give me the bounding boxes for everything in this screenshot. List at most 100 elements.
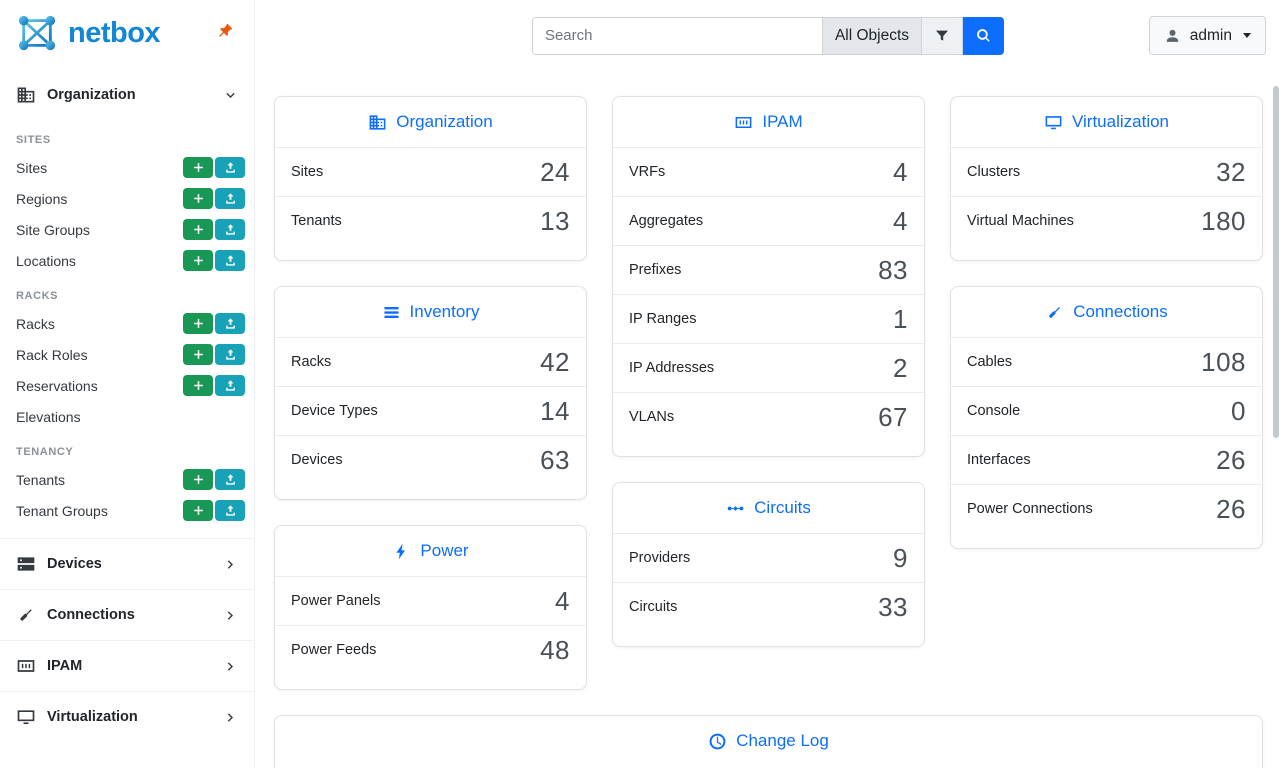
stat-value-link[interactable]: 180 (1201, 205, 1246, 236)
sidebar-item-label[interactable]: Reservations (16, 377, 98, 394)
plus-icon (192, 161, 205, 174)
card-title-link[interactable]: Power (420, 541, 469, 560)
sidebar-item-label[interactable]: Site Groups (16, 221, 90, 238)
card-title-link[interactable]: Organization (396, 112, 493, 131)
search-button[interactable] (963, 16, 1005, 55)
stat-label-link[interactable]: Console (967, 403, 1021, 419)
sidebar-item-label[interactable]: Regions (16, 190, 68, 207)
stat-label-link[interactable]: Circuits (629, 599, 678, 615)
stat-label-link[interactable]: IP Ranges (629, 311, 697, 327)
card-title-link[interactable]: Circuits (754, 498, 811, 517)
stat-row: Console 0 (951, 386, 1262, 435)
stat-label-link[interactable]: Sites (291, 164, 324, 180)
stat-value-link[interactable]: 4 (893, 205, 908, 236)
stat-row: Cables 108 (951, 337, 1262, 386)
card-title-link[interactable]: Inventory (409, 302, 480, 321)
stat-label-link[interactable]: Racks (291, 354, 332, 370)
sidebar-group-devices-header[interactable]: Devices (0, 539, 254, 589)
scrollbar[interactable] (1273, 86, 1279, 438)
stat-label-link[interactable]: Prefixes (629, 262, 682, 278)
add-button[interactable] (183, 375, 213, 396)
add-button[interactable] (183, 219, 213, 240)
add-button[interactable] (183, 250, 213, 271)
stat-label-link[interactable]: Providers (629, 550, 691, 566)
stat-label-link[interactable]: Power Feeds (291, 642, 377, 658)
user-menu-button[interactable]: admin (1148, 16, 1266, 55)
stat-value-link[interactable]: 42 (540, 346, 570, 377)
stat-value-link[interactable]: 9 (893, 542, 908, 573)
import-button[interactable] (215, 313, 245, 334)
sidebar-item-label[interactable]: Tenants (16, 471, 66, 488)
section-heading-tenancy: TENANCY (16, 446, 74, 458)
pin-sidebar-button[interactable] (216, 22, 234, 40)
stat-value-link[interactable]: 83 (878, 254, 908, 285)
stat-label-link[interactable]: VRFs (629, 164, 666, 180)
sidebar-group-ipam-header[interactable]: IPAM (0, 641, 254, 691)
search-input[interactable] (531, 16, 822, 55)
sidebar-group-organization-header[interactable]: Organization (0, 70, 254, 120)
sidebar-group-virtualization-header[interactable]: Virtualization (0, 692, 254, 742)
card-title-link[interactable]: Connections (1073, 302, 1168, 321)
upload-icon (224, 348, 237, 361)
import-button[interactable] (215, 219, 245, 240)
card-title-link[interactable]: Virtualization (1071, 112, 1170, 131)
import-button[interactable] (215, 500, 245, 521)
stat-label-link[interactable]: IP Addresses (629, 360, 715, 376)
sidebar-item-label[interactable]: Racks (16, 315, 55, 332)
add-button[interactable] (183, 313, 213, 334)
stat-label-link[interactable]: Cables (967, 354, 1013, 370)
stat-label-link[interactable]: Device Types (291, 403, 378, 419)
stat-value-link[interactable]: 14 (540, 395, 570, 426)
stat-label-link[interactable]: VLANs (629, 409, 675, 425)
stat-value-link[interactable]: 48 (540, 634, 570, 665)
stat-value-link[interactable]: 26 (1216, 493, 1246, 524)
import-button[interactable] (215, 250, 245, 271)
stat-value-link[interactable]: 2 (893, 352, 908, 383)
import-button[interactable] (215, 157, 245, 178)
stat-row: Sites 24 (275, 147, 586, 196)
add-button[interactable] (183, 500, 213, 521)
plus-icon (192, 192, 205, 205)
stat-value-link[interactable]: 108 (1201, 346, 1246, 377)
netbox-logo[interactable]: netbox (14, 13, 161, 53)
stat-value-link[interactable]: 67 (878, 401, 908, 432)
building-icon (368, 113, 387, 132)
stat-value-link[interactable]: 33 (878, 591, 908, 622)
add-button[interactable] (183, 469, 213, 490)
card-title-link[interactable]: Change Log (736, 731, 829, 750)
import-button[interactable] (215, 375, 245, 396)
stat-value-link[interactable]: 4 (555, 585, 570, 616)
add-button[interactable] (183, 157, 213, 178)
sidebar-item-label[interactable]: Sites (16, 159, 48, 176)
sidebar-item-label[interactable]: Tenant Groups (16, 502, 108, 519)
import-button[interactable] (215, 188, 245, 209)
object-type-select[interactable]: All Objects (821, 16, 923, 55)
stat-label-link[interactable]: Power Panels (291, 593, 381, 609)
sidebar-item-label[interactable]: Rack Roles (16, 346, 88, 363)
stat-value-link[interactable]: 0 (1231, 395, 1246, 426)
stat-label-link[interactable]: Clusters (967, 164, 1021, 180)
sidebar-group-connections-header[interactable]: Connections (0, 590, 254, 640)
sidebar-item-label[interactable]: Locations (16, 252, 76, 269)
stat-value-link[interactable]: 26 (1216, 444, 1246, 475)
stat-label-link[interactable]: Virtual Machines (967, 213, 1074, 229)
filter-button[interactable] (922, 16, 964, 55)
stat-label-link[interactable]: Aggregates (629, 213, 704, 229)
card-title-link[interactable]: IPAM (762, 112, 803, 131)
stat-value-link[interactable]: 63 (540, 444, 570, 475)
import-button[interactable] (215, 344, 245, 365)
stat-value-link[interactable]: 4 (893, 156, 908, 187)
stat-label-link[interactable]: Interfaces (967, 452, 1031, 468)
stat-value-link[interactable]: 1 (893, 303, 908, 334)
add-button[interactable] (183, 188, 213, 209)
stat-label-link[interactable]: Devices (291, 452, 343, 468)
dashboard-column-1: Organization Sites 24 Tenants 13 Invento… (274, 96, 587, 690)
import-button[interactable] (215, 469, 245, 490)
stat-label-link[interactable]: Power Connections (967, 501, 1093, 517)
stat-value-link[interactable]: 32 (1216, 156, 1246, 187)
add-button[interactable] (183, 344, 213, 365)
stat-value-link[interactable]: 13 (540, 205, 570, 236)
stat-label-link[interactable]: Tenants (291, 213, 342, 229)
sidebar-item-label[interactable]: Elevations (16, 408, 81, 425)
stat-value-link[interactable]: 24 (540, 156, 570, 187)
